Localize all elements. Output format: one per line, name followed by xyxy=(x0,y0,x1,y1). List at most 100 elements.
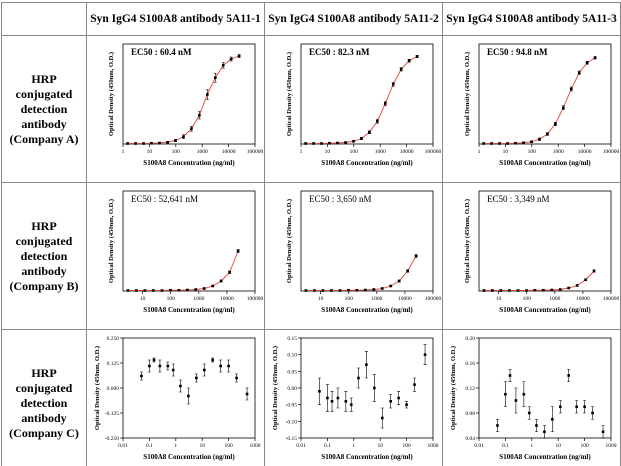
plot-frame xyxy=(478,190,612,292)
point xyxy=(150,141,153,145)
point xyxy=(202,368,206,372)
column-header: Syn IgG4 S100A8 antibody 5A11-3 xyxy=(442,2,621,36)
point xyxy=(349,403,353,406)
chart: 0.01 0.1 1 10 100 1000 0.250 0.125 0.000 -0.125 -0… xyxy=(94,336,261,461)
x-tick-label: 1000 xyxy=(553,149,564,155)
chart-cell: 10 100 1000 10000 100000 S100A8 Concentration… xyxy=(442,182,621,330)
x-tick-label: 10000 xyxy=(220,296,234,302)
y-axis-label: Optical Density (450nm, O.D.) xyxy=(94,346,101,430)
chart: 0.01 0.1 1 10 100 1000 0.15 0.10 0.05 0.00 -0.05 -0… xyxy=(272,336,439,461)
x-tick-label: 1 xyxy=(352,443,355,449)
point xyxy=(397,279,401,283)
point xyxy=(533,288,537,292)
x-tick-label: 1 xyxy=(478,149,481,155)
row: HRP conjugated detection antibody (Compa… xyxy=(1,329,621,466)
point xyxy=(561,106,565,110)
point xyxy=(143,289,147,292)
point xyxy=(490,142,493,145)
fit-line xyxy=(483,57,596,144)
chart: 1 10 100 1000 10000 100000 S100A8 Concentratio… xyxy=(464,43,620,167)
x-axis-label: S100A8 Concentration (ng/ml) xyxy=(321,306,413,314)
point xyxy=(134,142,137,145)
x-tick-label: 10000 xyxy=(400,149,414,155)
x-axis-label: S100A8 Concentration (ng/ml) xyxy=(143,453,235,461)
point xyxy=(186,288,189,292)
chart: 1 10 100 1000 10000 100000 S100A8 Concentratio… xyxy=(286,43,442,167)
header-row: Syn IgG4 S100A8 antibody 5A11-1 Syn IgG4… xyxy=(1,2,621,36)
point xyxy=(482,142,485,145)
x-tick-label: 0.01 xyxy=(474,443,484,449)
y-axis-label: Optical Density (450nm, O.D.) xyxy=(272,346,279,430)
point xyxy=(593,56,597,60)
x-axis-label: S100A8 Concentration (ng/ml) xyxy=(143,306,235,314)
x-tick-label: 1000 xyxy=(375,149,386,155)
x-tick-label: 0.1 xyxy=(502,443,509,449)
point xyxy=(577,71,581,75)
chart: 10 100 1000 10000 100000 S100A8 Concentration… xyxy=(286,190,442,314)
x-tick-label: 1000 xyxy=(197,149,208,155)
point xyxy=(355,288,359,292)
y-tick-label: -0.250 xyxy=(105,436,119,442)
y-axis-label: Optical Density (450nm, O.D.) xyxy=(108,199,115,283)
point xyxy=(338,289,342,292)
point xyxy=(405,403,408,406)
point xyxy=(550,288,554,292)
point xyxy=(221,63,225,67)
point xyxy=(158,141,161,145)
point xyxy=(414,254,418,258)
point xyxy=(575,284,579,287)
y-tick-label: 0.04 xyxy=(465,436,475,442)
annotation: EC50 : 82.3 nM xyxy=(309,47,370,57)
chart: 10 100 1000 10000 100000 S100A8 Concentration… xyxy=(108,190,264,314)
point xyxy=(360,137,363,140)
point xyxy=(406,269,409,273)
point xyxy=(365,363,368,366)
point xyxy=(407,59,411,63)
point xyxy=(543,430,546,434)
x-tick-label: 100000 xyxy=(603,296,620,302)
point xyxy=(491,289,494,292)
x-tick-label: 0.1 xyxy=(324,443,331,449)
point xyxy=(522,392,526,396)
y-axis-label: Optical Density (450nm, O.D.) xyxy=(464,52,471,136)
y-tick-label: 0.250 xyxy=(107,336,120,342)
y-tick-label: 0.12 xyxy=(465,386,475,392)
point xyxy=(399,67,403,71)
y-tick-label: -0.125 xyxy=(105,411,119,417)
point xyxy=(585,61,589,65)
x-tick-label: 1 xyxy=(122,149,125,155)
y-tick-label: 0.20 xyxy=(465,336,475,342)
point xyxy=(373,386,376,390)
plot-frame xyxy=(122,190,256,292)
chart-cell: 1 10 100 1000 10000 100000 S100A8 Concentratio… xyxy=(86,35,265,183)
point xyxy=(389,284,393,288)
point xyxy=(525,289,528,292)
point xyxy=(554,122,557,126)
point xyxy=(148,364,151,368)
point xyxy=(142,142,145,145)
point xyxy=(205,93,209,96)
chart-cell: 1 10 100 1000 10000 100000 S100A8 Concentratio… xyxy=(442,35,621,183)
point xyxy=(195,376,198,380)
annotation: EC50 : 94.8 nM xyxy=(487,47,548,57)
corner-cell xyxy=(1,2,87,36)
point xyxy=(496,424,499,427)
y-tick-label: 0.00 xyxy=(287,386,297,392)
point xyxy=(211,284,215,288)
column-header: Syn IgG4 S100A8 antibody 5A11-1 xyxy=(86,2,265,36)
point xyxy=(219,279,223,283)
point xyxy=(527,411,531,415)
point xyxy=(182,135,185,139)
x-axis-label: S100A8 Concentration (ng/ml) xyxy=(321,159,413,167)
point xyxy=(228,270,231,274)
x-tick-label: 100 xyxy=(167,296,176,302)
x-tick-label: 1000 xyxy=(193,296,204,302)
point xyxy=(328,141,331,145)
x-tick-label: 0.01 xyxy=(118,443,128,449)
y-tick-label: 0.16 xyxy=(465,361,475,367)
point xyxy=(194,288,198,291)
x-tick-label: 1 xyxy=(530,443,533,449)
point xyxy=(514,141,517,145)
x-tick-label: 1000 xyxy=(549,296,560,302)
point xyxy=(202,287,206,290)
